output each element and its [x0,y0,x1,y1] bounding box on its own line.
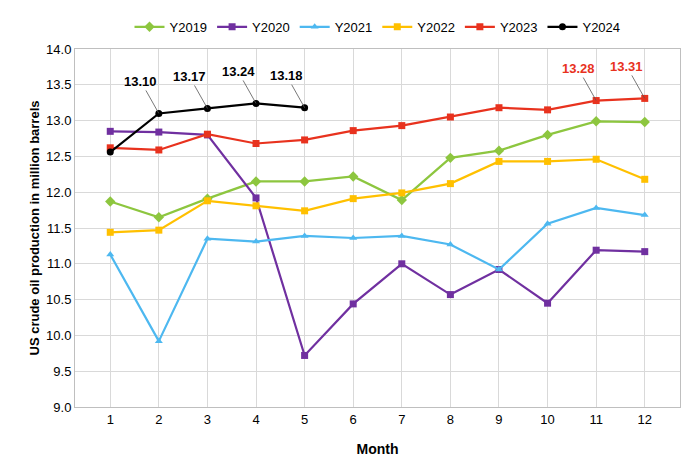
svg-text:12.5: 12.5 [46,149,71,164]
svg-text:Y2019: Y2019 [170,20,208,35]
svg-text:10.5: 10.5 [46,292,71,307]
svg-text:Month: Month [357,441,399,457]
svg-text:13.31: 13.31 [610,59,643,74]
svg-text:US crude oil production in mil: US crude oil production in million barre… [27,101,42,356]
svg-text:13.0: 13.0 [46,113,71,128]
svg-text:Y2023: Y2023 [500,20,538,35]
svg-text:Y2020: Y2020 [252,20,290,35]
svg-text:8: 8 [447,412,454,427]
svg-text:9: 9 [495,412,502,427]
svg-text:2: 2 [155,412,162,427]
svg-text:5: 5 [301,412,308,427]
svg-text:14.0: 14.0 [46,42,71,57]
svg-text:Y2024: Y2024 [582,20,620,35]
svg-text:13.18: 13.18 [270,68,303,83]
svg-text:13.5: 13.5 [46,77,71,92]
svg-text:9.5: 9.5 [53,364,71,379]
svg-text:11.0: 11.0 [47,256,71,271]
svg-text:Y2022: Y2022 [417,20,455,35]
svg-text:12: 12 [638,412,652,427]
svg-text:13.10: 13.10 [124,74,157,89]
svg-text:Y2021: Y2021 [335,20,373,35]
svg-text:11: 11 [589,412,603,427]
svg-text:1: 1 [107,412,114,427]
svg-text:10: 10 [540,412,554,427]
svg-text:13.17: 13.17 [173,69,206,84]
svg-text:6: 6 [350,412,357,427]
svg-text:4: 4 [252,412,259,427]
svg-text:10.0: 10.0 [46,328,71,343]
svg-text:12.0: 12.0 [46,185,71,200]
svg-text:13.28: 13.28 [562,61,595,76]
svg-text:7: 7 [398,412,405,427]
svg-text:13.24: 13.24 [222,64,255,79]
svg-text:9.0: 9.0 [53,400,71,415]
svg-text:11.5: 11.5 [47,221,71,236]
svg-text:3: 3 [204,412,211,427]
